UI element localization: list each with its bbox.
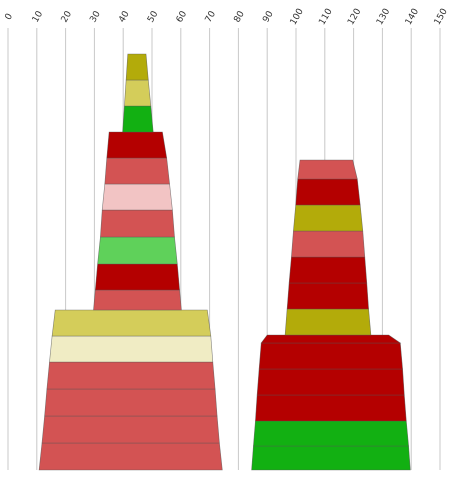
tick-label-60: 60 (175, 9, 190, 24)
stack-1-segment-11 (101, 183, 173, 211)
tick-label-80: 80 (232, 9, 247, 24)
stack-1-segment-9 (97, 236, 178, 265)
stack-1-segment-6 (51, 309, 212, 337)
stack-2-segment-5 (258, 342, 403, 370)
stack-1 (38, 53, 223, 471)
stacks-layer (38, 53, 411, 471)
stack-2-segment-10 (291, 230, 366, 258)
tick-label-20: 20 (60, 9, 75, 24)
stack-1-segment-5 (49, 335, 214, 363)
stack-2-segment-3 (255, 394, 407, 422)
tick-label-140: 140 (404, 7, 421, 27)
stack-2-segment-8 (286, 282, 369, 310)
stack-2-segment-13 (297, 159, 358, 180)
stack-2-segment-7 (284, 308, 372, 336)
stack-1-segment-13 (106, 131, 168, 159)
stack-2 (251, 159, 411, 471)
tick-label-40: 40 (117, 9, 132, 24)
stack-1-segment-1 (38, 442, 223, 471)
stack-2-segment-9 (288, 256, 368, 284)
stack-1-segment-3 (44, 388, 218, 417)
tick-label-50: 50 (146, 9, 161, 24)
stack-1-segment-14 (122, 105, 154, 133)
tick-label-10: 10 (31, 9, 46, 24)
stack-1-segment-16 (125, 53, 149, 81)
stack-2-segment-11 (293, 204, 364, 232)
tick-label-90: 90 (261, 9, 276, 24)
stack-1-segment-12 (104, 157, 170, 185)
tick-label-0: 0 (4, 12, 16, 22)
tick-labels: 0 10 20 30 40 50 60 70 80 90 100 110 120 130 140 150 (4, 7, 451, 27)
tick-label-150: 150 (433, 7, 450, 27)
tick-label-130: 130 (375, 7, 392, 27)
tick-label-110: 110 (317, 7, 334, 27)
stack-1-segment-4 (46, 361, 216, 390)
stack-2-segment-12 (295, 178, 361, 206)
stack-1-segment-7 (93, 289, 182, 311)
tick-label-70: 70 (204, 9, 219, 24)
stack-2-segment-4 (256, 368, 405, 396)
tick-label-30: 30 (88, 9, 103, 24)
stack-1-segment-15 (124, 79, 152, 107)
tick-label-100: 100 (289, 7, 306, 27)
stack-2-segment-6 (260, 334, 402, 344)
stack-2-segment-2 (253, 420, 409, 447)
stack-1-segment-10 (100, 209, 175, 238)
stack-1-segment-8 (94, 263, 180, 291)
stack-2-segment-1 (251, 445, 411, 471)
tick-label-120: 120 (346, 7, 363, 27)
stack-1-segment-2 (41, 415, 220, 444)
